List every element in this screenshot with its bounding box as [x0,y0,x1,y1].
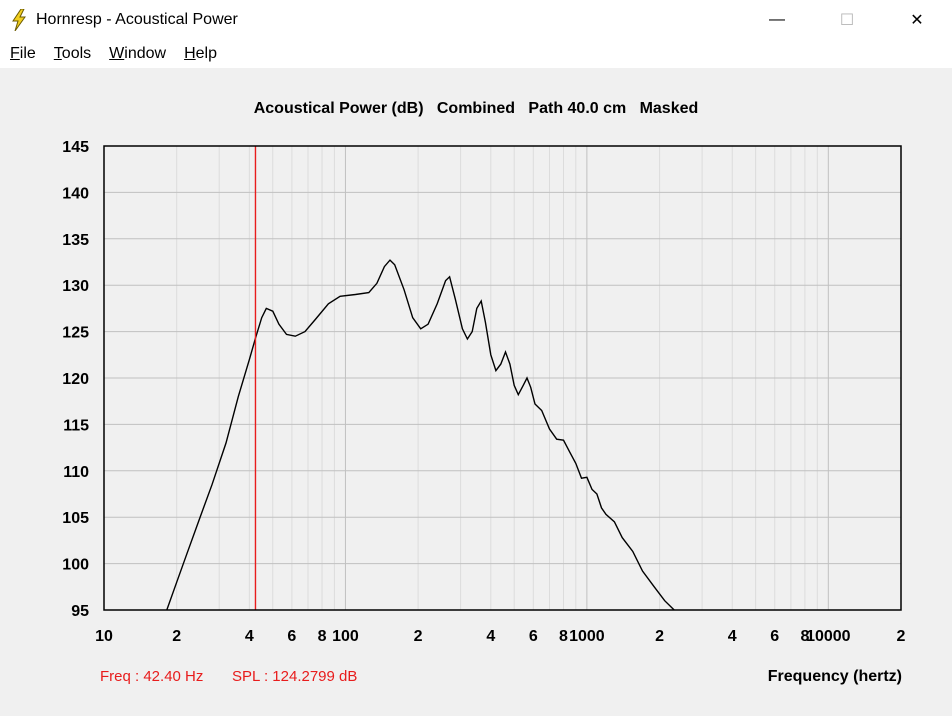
lightning-icon [8,9,30,31]
menu-help[interactable]: Help [184,45,217,62]
menu-window[interactable]: Window [109,45,167,62]
y-tick-label: 145 [62,139,89,156]
x-tick-label: 10000 [806,628,851,645]
y-tick-label: 110 [63,464,89,481]
menu-file[interactable]: File [10,45,36,62]
x-tick-label: 8 [800,628,809,645]
x-tick-label: 4 [486,628,495,645]
plot-frame [103,145,902,611]
x-tick-label: 6 [529,628,538,645]
x-tick-label: 8 [318,628,327,645]
title-bar: Hornresp - Acoustical Power — ☐ ✕ [0,0,952,40]
y-tick-label: 115 [63,417,89,434]
freq-readout: Freq : 42.40 Hz [100,668,204,685]
x-tick-label: 6 [287,628,296,645]
x-tick-label: 2 [172,628,181,645]
x-axis-title: Frequency (hertz) [767,668,902,685]
x-tick-label: 10 [95,628,113,645]
x-tick-label: 6 [770,628,779,645]
y-tick-label: 100 [62,557,89,574]
x-tick-label: 1000 [569,628,605,645]
window-title: Hornresp - Acoustical Power [36,11,238,28]
close-button[interactable]: ✕ [910,12,924,29]
power-curve [166,259,675,611]
x-tick-label: 100 [332,628,359,645]
grid [104,146,901,610]
chart-title: Acoustical Power (dB) Combined Path 40.0… [254,100,699,117]
maximize-button[interactable]: ☐ [839,12,855,29]
menu-bar: File Tools Window Help [0,40,952,68]
y-tick-labels: 145 140 135 130 125 120 115 110 105 100 95 [62,139,89,620]
y-tick-label: 105 [62,510,89,527]
x-tick-label: 2 [655,628,664,645]
y-tick-label: 140 [62,185,89,202]
y-tick-label: 120 [62,371,89,388]
y-tick-label: 130 [62,278,89,295]
y-tick-label: 135 [62,232,89,249]
y-tick-label: 95 [71,603,89,620]
menu-tools[interactable]: Tools [53,45,92,62]
x-tick-label: 2 [897,628,906,645]
x-tick-label: 4 [245,628,254,645]
minimize-button[interactable]: — [769,11,785,28]
spl-readout: SPL : 124.2799 dB [232,668,358,685]
y-tick-label: 125 [62,325,89,342]
x-tick-label: 8 [559,628,568,645]
window-controls: — ☐ ✕ [742,0,952,40]
acoustical-power-chart[interactable]: Acoustical Power (dB) Combined Path 40.0… [0,68,952,660]
x-tick-label: 2 [414,628,423,645]
x-tick-label: 4 [728,628,737,645]
